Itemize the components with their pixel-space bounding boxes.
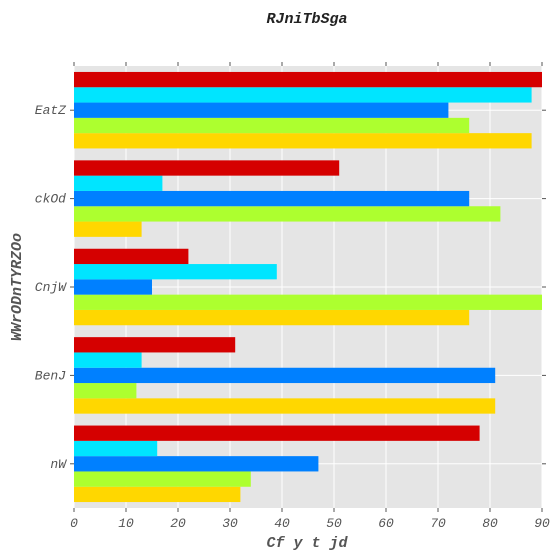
y-tick-label: EatZ [35, 103, 67, 118]
bar [74, 264, 277, 280]
bar [74, 294, 542, 310]
bar [74, 456, 319, 472]
bar [74, 398, 496, 414]
y-axis-label: WWrODnTYRZOo [9, 233, 26, 341]
bar [74, 367, 496, 384]
x-tick-label: 10 [118, 516, 134, 531]
bar [74, 279, 152, 295]
bar [74, 471, 251, 487]
bar [74, 133, 532, 149]
bar [74, 248, 189, 265]
x-tick-label: 80 [482, 516, 498, 531]
x-tick-label: 0 [70, 516, 78, 531]
bar [74, 383, 137, 399]
y-tick-label: nW [50, 457, 67, 472]
x-tick-label: 20 [170, 516, 186, 531]
bar [74, 309, 470, 326]
y-tick-label: BenJ [35, 368, 66, 383]
x-tick-label: 30 [222, 516, 238, 531]
bar [74, 425, 480, 441]
bars-layer [74, 71, 542, 503]
x-tick-label: 50 [326, 516, 342, 531]
x-axis-label: Cf y t jd [266, 535, 348, 552]
bar [74, 160, 340, 176]
ticks-layer: 0 10 20 30 40 50 60 70 80 90 nW BenJ CnjW ckOd EatZ [35, 62, 550, 531]
bar [74, 102, 449, 118]
bar [74, 206, 501, 222]
y-tick-label: CnjW [35, 280, 67, 295]
bar [74, 352, 142, 368]
bar [74, 87, 532, 103]
y-tick-label: ckOd [35, 192, 66, 207]
x-tick-label: 40 [274, 516, 290, 531]
bar [74, 486, 241, 503]
bar [74, 175, 163, 191]
x-tick-label: 60 [378, 516, 394, 531]
x-tick-label: 90 [534, 516, 550, 531]
bar [74, 337, 236, 353]
bar [74, 71, 542, 88]
bar [74, 440, 158, 457]
x-tick-label: 70 [430, 516, 446, 531]
chart-title: RJniTbSga [266, 11, 347, 28]
bar [74, 190, 470, 207]
bar [74, 221, 142, 237]
bar [74, 117, 470, 134]
